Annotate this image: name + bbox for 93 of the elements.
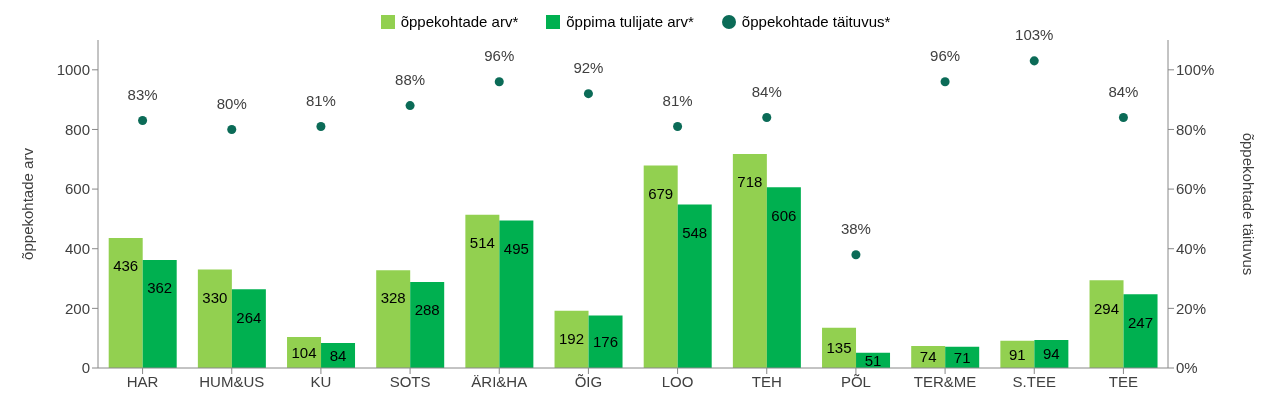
bar [465,214,500,368]
point [1029,56,1039,66]
data-label: 80% [216,94,247,112]
bar [197,269,232,368]
y2-axis-title: õppekohtade täituvus [1239,132,1257,276]
y2-tick-label: 60% [1176,180,1207,198]
legend-label: õppekohtade arv* [400,13,519,30]
y-tick-label: 0 [81,359,90,377]
y-tick-label: 200 [64,299,90,317]
data-label: 718 [737,173,763,191]
data-label: 294 [1094,299,1120,317]
bar [1123,294,1158,368]
point [762,113,772,123]
data-label: 330 [202,288,228,306]
point [405,101,415,111]
x-tick-label: TER&ME [913,372,977,390]
bar [410,282,445,368]
x-tick-label: PÕL [840,372,871,390]
data-label: 362 [147,279,173,297]
data-label: 96% [930,47,961,65]
data-label: 94 [1043,345,1060,363]
data-label: 81% [305,91,336,109]
data-label: 84 [329,346,347,364]
x-tick-label: TEH [751,372,782,390]
bar [1089,280,1124,368]
data-label: 548 [682,223,708,241]
data-label: 84% [751,83,782,101]
data-label: 436 [113,257,139,275]
data-label: 606 [771,206,797,224]
bar [643,165,678,368]
data-label: 135 [826,339,852,357]
data-label: 71 [953,348,971,366]
data-label: 288 [414,301,440,319]
bar [231,289,266,368]
x-tick-label: ÄRI&HA [471,372,528,390]
x-tick-label: HUM&US [199,372,265,390]
data-label: 74 [919,348,937,366]
data-label: 514 [469,233,495,251]
y2-tick-label: 20% [1176,299,1207,317]
point [940,77,950,87]
y2-tick-label: 40% [1176,240,1207,258]
x-tick-label: KU [310,372,332,390]
data-label: 328 [380,289,406,307]
y-axis-title: õppekohtade arv [19,147,37,260]
data-label: 176 [593,333,619,351]
legend-label: õppekohtade täituvus* [741,13,891,30]
data-label: 38% [840,220,871,238]
data-label: 264 [236,308,262,326]
point [138,116,148,126]
data-label: 96% [484,47,515,65]
data-label: 192 [559,330,585,347]
bar [554,310,589,368]
data-label: 84% [1108,83,1139,101]
point [494,77,504,87]
y2-tick-label: 100% [1176,61,1215,79]
x-tick-label: S.TEE [1012,372,1056,390]
point [227,124,237,134]
bar [677,204,712,368]
point [316,121,326,131]
point [673,121,683,131]
x-tick-label: SOTS [389,372,431,390]
point [583,89,593,99]
y-tick-label: 600 [64,180,90,198]
x-tick-label: ÕIG [574,372,603,390]
bar [766,187,801,368]
y2-tick-label: 0% [1176,359,1198,377]
bar [142,260,177,368]
y-tick-label: 800 [64,120,90,138]
data-label: 91 [1009,345,1026,363]
bar [376,270,411,368]
bar [588,315,623,368]
data-label: 83% [127,86,158,103]
data-label: 103% [1015,26,1054,44]
data-label: 51 [864,351,882,369]
bar [499,220,534,368]
legend-label: õppima tulijate arv* [566,13,694,30]
point [1118,113,1128,123]
data-label: 495 [503,239,529,257]
data-label: 247 [1128,313,1154,331]
data-label: 81% [662,91,693,109]
data-label: 88% [395,71,426,89]
data-label: 92% [573,59,604,77]
y-tick-label: 1000 [56,61,90,79]
data-label: 104 [291,343,317,361]
x-tick-label: TEE [1108,372,1139,390]
x-tick-label: LOO [661,372,694,390]
data-label: 679 [648,184,674,202]
y-tick-label: 400 [64,240,90,258]
x-tick-label: HAR [126,372,159,390]
bar [108,237,143,368]
y2-tick-label: 80% [1176,120,1207,138]
point [851,250,861,260]
bar [732,153,767,368]
